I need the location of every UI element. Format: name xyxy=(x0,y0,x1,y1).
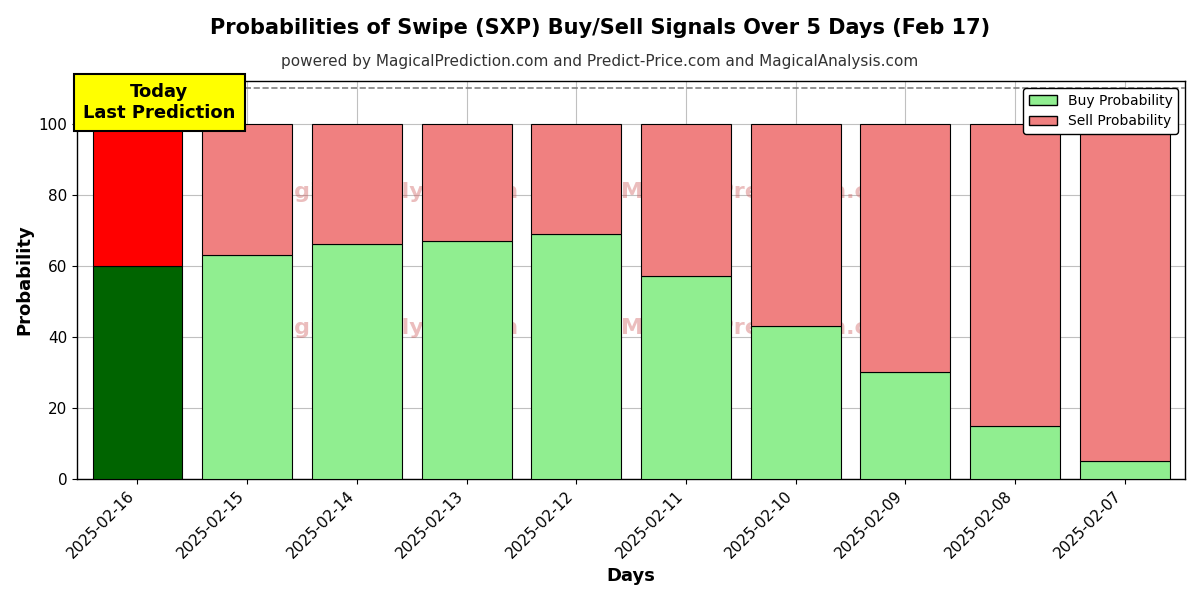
Y-axis label: Probability: Probability xyxy=(14,224,32,335)
X-axis label: Days: Days xyxy=(607,567,655,585)
Bar xyxy=(202,255,292,479)
Text: MagicalPrediction.com: MagicalPrediction.com xyxy=(622,182,907,202)
Bar xyxy=(641,277,731,479)
Bar xyxy=(312,244,402,479)
Bar xyxy=(1080,461,1170,479)
Legend: Buy Probability, Sell Probability: Buy Probability, Sell Probability xyxy=(1024,88,1178,134)
Text: MagicalAnalysis.com: MagicalAnalysis.com xyxy=(257,317,518,338)
Bar xyxy=(312,124,402,244)
Bar xyxy=(202,124,292,255)
Bar xyxy=(751,124,840,326)
Bar xyxy=(421,124,511,241)
Bar xyxy=(970,124,1060,425)
Text: Probabilities of Swipe (SXP) Buy/Sell Signals Over 5 Days (Feb 17): Probabilities of Swipe (SXP) Buy/Sell Si… xyxy=(210,18,990,38)
Bar xyxy=(532,234,622,479)
Bar xyxy=(970,425,1060,479)
Text: powered by MagicalPrediction.com and Predict-Price.com and MagicalAnalysis.com: powered by MagicalPrediction.com and Pre… xyxy=(281,54,919,69)
Bar xyxy=(92,124,182,266)
Bar xyxy=(860,372,950,479)
Bar xyxy=(421,241,511,479)
Text: MagicalAnalysis.com: MagicalAnalysis.com xyxy=(257,182,518,202)
Bar xyxy=(1080,124,1170,461)
Bar xyxy=(532,124,622,234)
Text: MagicalPrediction.com: MagicalPrediction.com xyxy=(622,317,907,338)
Text: Today
Last Prediction: Today Last Prediction xyxy=(83,83,235,122)
Bar xyxy=(751,326,840,479)
Bar xyxy=(641,124,731,277)
Bar xyxy=(860,124,950,372)
Bar xyxy=(92,266,182,479)
